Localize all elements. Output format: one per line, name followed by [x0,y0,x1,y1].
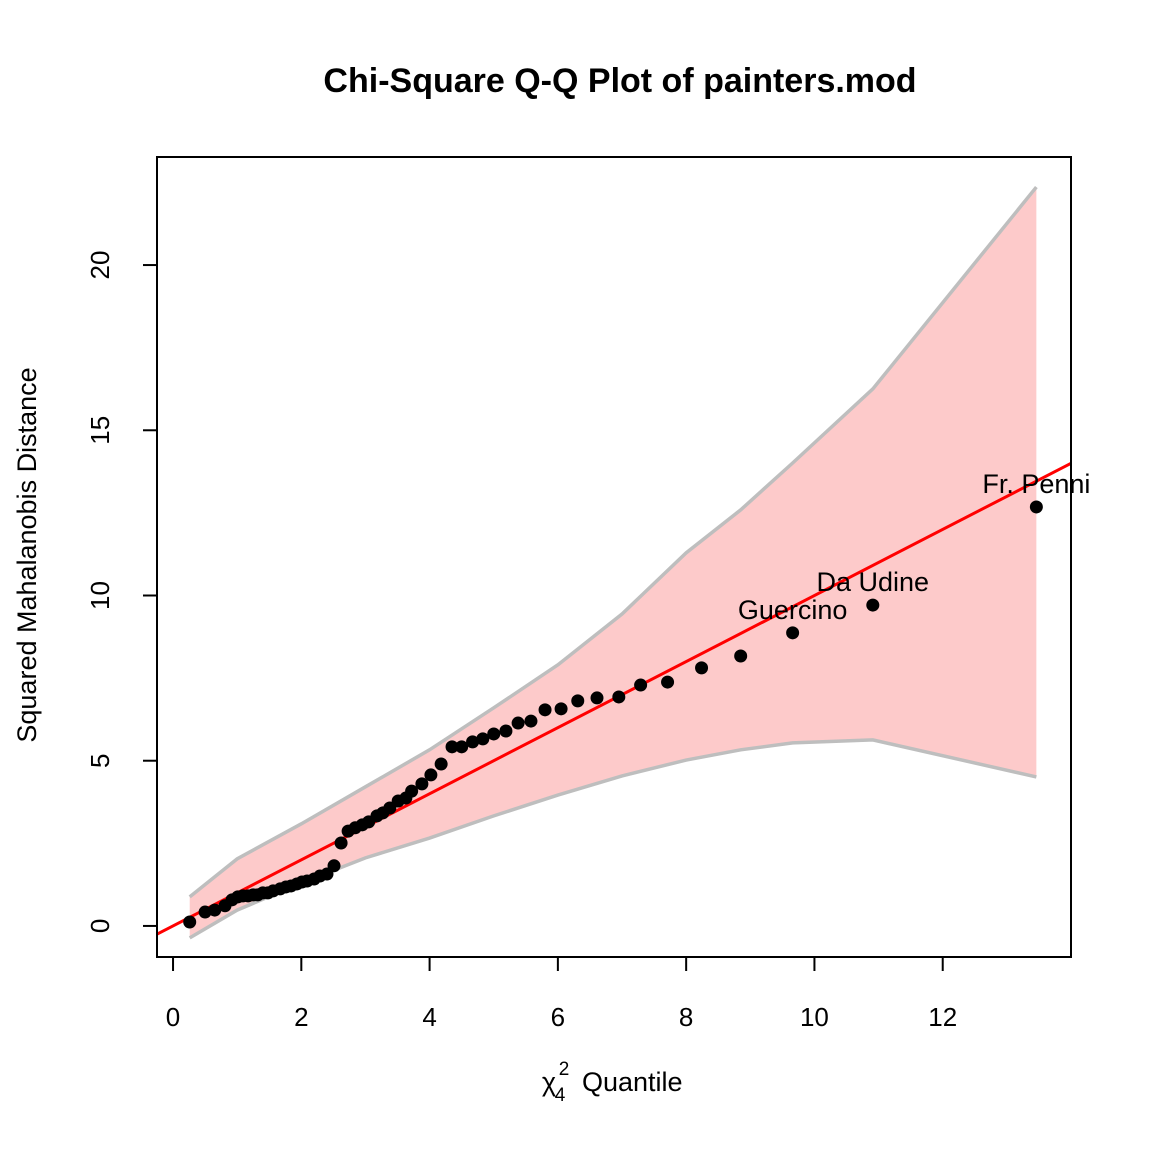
data-point [327,859,341,873]
x-label-text: Quantile [582,1067,683,1097]
data-point [405,784,419,798]
x-label-subscript: 4 [555,1085,566,1106]
data-point [334,836,348,850]
data-point [612,690,626,704]
data-point [445,740,459,754]
data-point [434,757,448,771]
x-axis-label: χ 2 4 Quantile [542,1059,683,1106]
point-label: Guercino [738,595,848,625]
data-point [524,714,538,728]
data-point [590,691,604,705]
point-label: Fr. Penni [982,469,1090,499]
x-label-superscript: 2 [559,1059,570,1080]
chart-title: Chi-Square Q-Q Plot of painters.mod [323,62,916,100]
data-point [695,661,709,675]
data-point [734,649,748,663]
data-point [554,702,568,716]
envelope-upper [188,185,1038,899]
y-axis-label: Squared Mahalanobis Distance [12,367,42,742]
data-point [455,740,469,754]
data-point [571,694,585,708]
y-tick-label: 10 [85,581,115,610]
data-point [1029,500,1043,514]
x-tick-label: 4 [422,1002,436,1032]
data-point [786,626,800,640]
y-tick-label: 0 [85,919,115,933]
data-point [208,903,222,917]
x-tick-label: 2 [294,1002,308,1032]
x-tick-label: 6 [551,1002,565,1032]
data-point [183,915,197,929]
x-label-symbol: χ [542,1067,556,1097]
data-point [538,703,552,717]
data-point [634,678,648,692]
y-tick-label: 20 [85,251,115,280]
data-point [499,724,513,738]
confidence-envelope [189,187,1037,938]
y-tick-label: 5 [85,753,115,767]
data-point [511,716,525,730]
plot-area [157,185,1071,940]
x-tick-label: 12 [928,1002,957,1032]
data-point [466,735,480,749]
point-label: Da Udine [817,567,930,597]
data-point [866,598,880,612]
data-point [487,727,501,741]
data-point [424,768,438,782]
data-point [415,777,429,791]
data-point [476,732,490,746]
data-point [661,675,675,689]
x-tick-label: 10 [800,1002,829,1032]
x-tick-label: 8 [679,1002,693,1032]
y-tick-label: 15 [85,416,115,445]
x-tick-label: 0 [166,1002,180,1032]
